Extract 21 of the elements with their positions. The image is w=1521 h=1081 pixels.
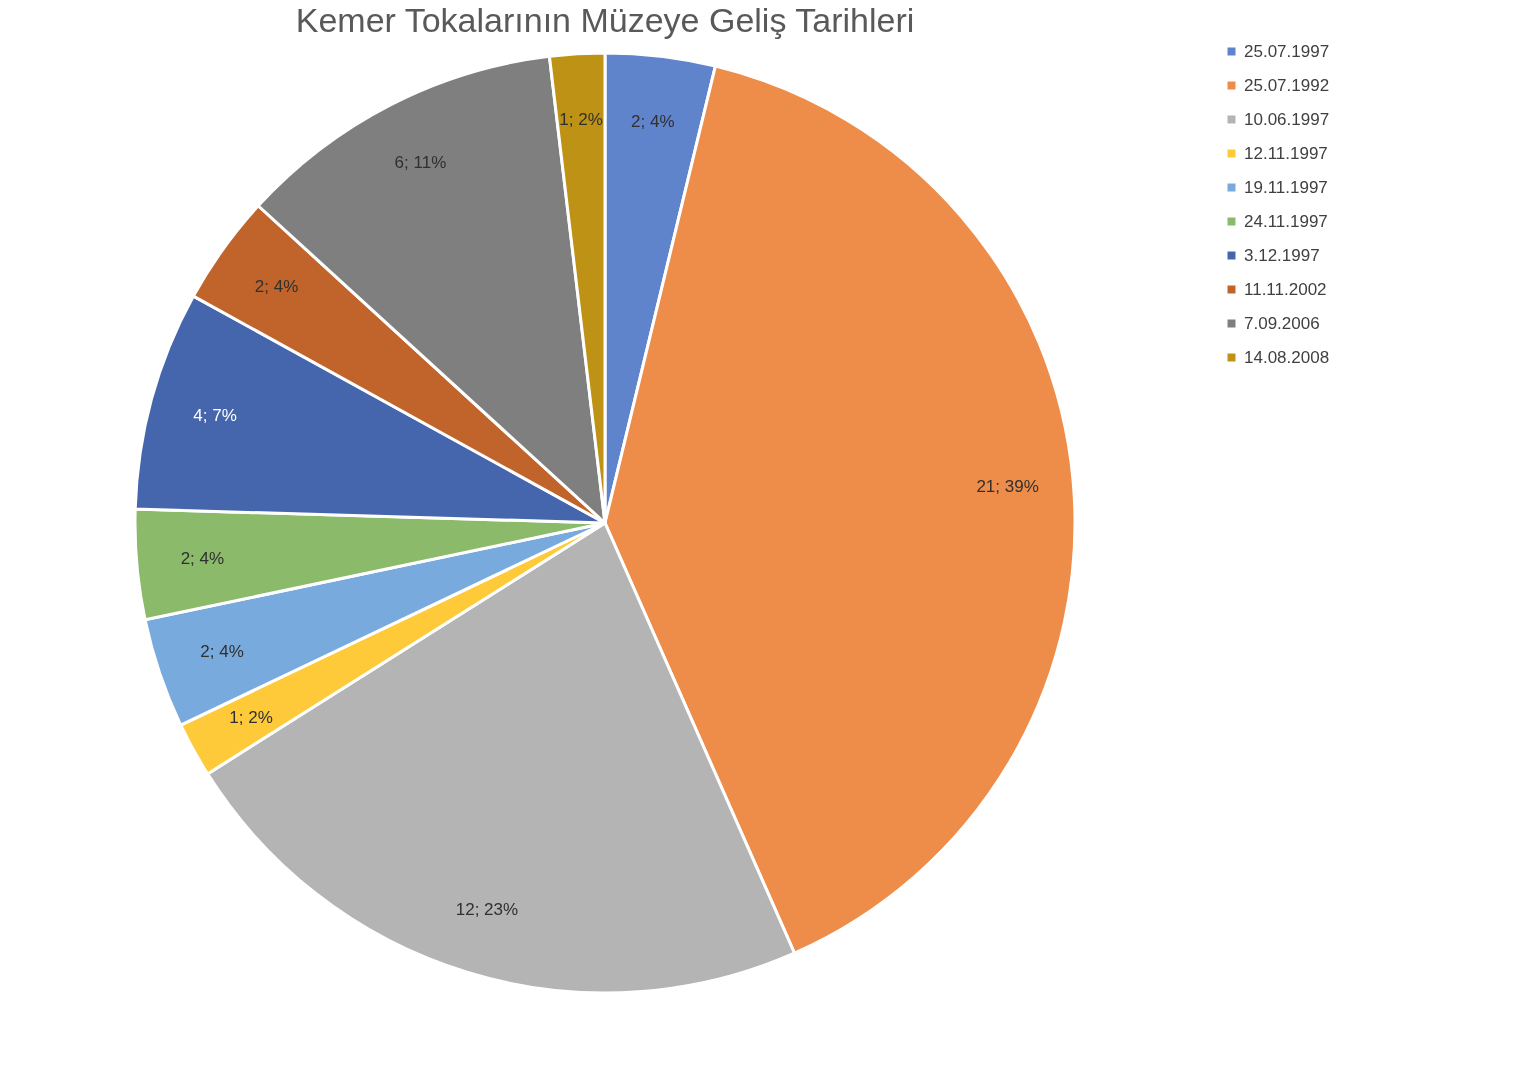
data-label: 1; 2% bbox=[229, 708, 273, 728]
data-label: 1; 2% bbox=[559, 109, 603, 129]
legend-label: 19.11.1997 bbox=[1244, 177, 1328, 197]
data-label: 2; 4% bbox=[200, 642, 244, 662]
legend-label: 10.06.1997 bbox=[1244, 109, 1330, 129]
data-label: 2; 4% bbox=[254, 277, 299, 297]
data-label: 12; 23% bbox=[455, 899, 519, 919]
data-label: 2; 4% bbox=[631, 111, 675, 131]
legend-label: 24.11.1997 bbox=[1244, 211, 1328, 231]
legend-label: 14.08.2008 bbox=[1244, 347, 1330, 367]
legend-label: 11.11.2002 bbox=[1244, 279, 1327, 299]
legend-label: 3.12.1997 bbox=[1244, 245, 1320, 265]
chart-title: Kemer Tokalarının Müzeye Geliş Tarihleri bbox=[295, 1, 915, 39]
legend-label: 25.07.1997 bbox=[1244, 41, 1330, 61]
legend-label: 7.09.2006 bbox=[1244, 313, 1320, 333]
data-label: 6; 11% bbox=[394, 153, 447, 173]
legend-label: 25.07.1992 bbox=[1244, 75, 1330, 95]
data-label: 21; 39% bbox=[976, 477, 1039, 497]
data-label: 2; 4% bbox=[180, 548, 225, 568]
data-label: 4; 7% bbox=[193, 406, 237, 426]
legend-label: 12.11.1997 bbox=[1244, 143, 1328, 163]
